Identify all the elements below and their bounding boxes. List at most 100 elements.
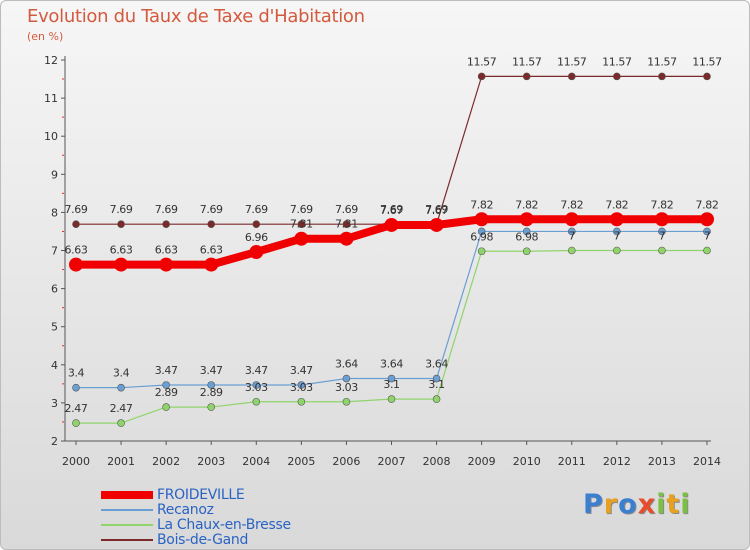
data-label-bois-de-gand: 7.69 [335,203,358,216]
logo-letter: x [637,489,657,520]
data-point-bois-de-gand [613,72,621,81]
legend-swatch-la-chaux-en-bresse [101,524,153,526]
data-point-bois-de-gand [658,72,666,81]
data-point-bois-de-gand [477,72,486,81]
data-label-recanoz: 3.4 [68,367,85,380]
data-label-froideville: 6.63 [65,244,88,257]
data-label-la-chaux-en-bresse: 2.89 [200,386,223,399]
data-label-bois-de-gand: 7.69 [425,203,448,216]
logo-letter: t [666,489,681,520]
x-tick-label: 2000 [62,455,90,468]
x-tick-label: 2013 [648,455,676,468]
x-tick-label: 2008 [423,455,451,468]
data-label-la-chaux-en-bresse: 3.03 [245,381,268,394]
data-label-recanoz: 3.47 [290,364,313,377]
data-point-recanoz [297,381,306,389]
x-tick-label: 2007 [378,455,406,468]
data-label-bois-de-gand: 11.57 [647,55,677,68]
data-point-froideville [69,257,83,272]
data-label-recanoz: 3.47 [200,364,223,377]
data-point-bois-de-gand [297,220,306,229]
x-tick-label: 2014 [693,455,721,468]
data-label-la-chaux-en-bresse: 2.47 [65,402,88,415]
data-point-bois-de-gand [252,220,261,229]
data-point-froideville [339,231,354,246]
data-label-froideville: 7.67 [380,204,403,217]
y-tick-label: 8 [51,206,58,219]
data-label-la-chaux-en-bresse: 2.89 [155,386,178,399]
y-tick-label: 2 [51,435,58,448]
logo-letter: r [603,489,619,520]
data-point-froideville [249,245,264,260]
legend-swatch-recanoz [101,509,153,511]
data-label-froideville: 7.82 [470,198,493,211]
data-point-recanoz [117,383,125,392]
data-point-froideville [429,217,444,232]
data-point-bois-de-gand [117,220,125,229]
data-point-bois-de-gand [522,72,531,81]
data-point-la-chaux-en-bresse [72,419,80,427]
logo-letter: P [583,489,604,520]
data-label-la-chaux-en-bresse: 3.1 [383,378,399,391]
data-label-bois-de-gand: 7.69 [155,203,178,216]
data-point-la-chaux-en-bresse [703,246,711,255]
data-label-la-chaux-en-bresse: 7 [659,230,666,243]
data-point-la-chaux-en-bresse [117,419,125,427]
chart-title: Evolution du Taux de Taxe d'Habitation [27,6,365,27]
y-tick-label: 11 [44,92,58,105]
data-point-recanoz [252,381,261,389]
x-tick-label: 2010 [513,455,541,468]
y-tick-label: 9 [51,168,58,181]
data-label-recanoz: 3.64 [380,358,403,371]
data-label-bois-de-gand: 11.57 [467,55,497,68]
data-point-la-chaux-en-bresse [207,403,216,411]
data-label-froideville: 6.63 [155,244,178,257]
y-tick-label: 10 [44,130,58,143]
data-point-froideville [114,257,129,272]
data-point-froideville [654,212,669,227]
data-label-bois-de-gand: 11.57 [692,55,722,68]
data-point-recanoz [72,383,80,392]
data-point-recanoz [387,374,396,383]
data-point-recanoz [613,227,621,236]
data-point-froideville [204,257,219,272]
legend-label-froideville: FROIDEVILLE [157,487,245,503]
data-point-recanoz [703,227,711,236]
data-point-la-chaux-en-bresse [297,397,306,406]
proxiti-logo: Proxiti [583,489,691,520]
legend-swatch-bois-de-gand [101,539,153,541]
data-point-froideville [384,217,399,232]
data-label-bois-de-gand: 7.69 [290,203,313,216]
data-point-recanoz [207,381,216,389]
data-label-bois-de-gand: 11.57 [557,55,587,68]
data-label-froideville: 7.82 [560,198,583,211]
data-label-froideville: 7.67 [425,204,448,217]
data-label-froideville: 6.96 [245,231,268,244]
data-label-la-chaux-en-bresse: 6.98 [470,230,493,243]
data-label-froideville: 7.82 [605,198,628,211]
data-point-froideville [519,212,534,227]
data-label-recanoz: 3.64 [425,358,448,371]
data-point-la-chaux-en-bresse [477,247,486,256]
data-label-froideville: 7.82 [650,198,673,211]
data-label-bois-de-gand: 7.69 [200,203,223,216]
data-point-la-chaux-en-bresse [387,395,396,403]
data-point-recanoz [162,381,170,389]
data-point-bois-de-gand [72,220,80,229]
data-point-la-chaux-en-bresse [567,246,576,255]
data-point-la-chaux-en-bresse [658,246,666,255]
data-point-recanoz [567,227,576,236]
data-point-la-chaux-en-bresse [522,247,531,256]
data-point-la-chaux-en-bresse [162,403,170,411]
data-point-la-chaux-en-bresse [613,246,621,255]
y-tick-label: 6 [51,283,58,296]
legend-label-bois-de-gand: Bois-de-Gand [157,532,249,548]
data-point-la-chaux-en-bresse [252,397,261,406]
data-label-bois-de-gand: 7.69 [110,203,133,216]
data-point-recanoz [432,374,441,383]
x-tick-label: 2005 [287,455,315,468]
data-point-froideville [564,212,579,227]
data-point-froideville [294,231,309,246]
logo-letter: i [656,489,667,520]
